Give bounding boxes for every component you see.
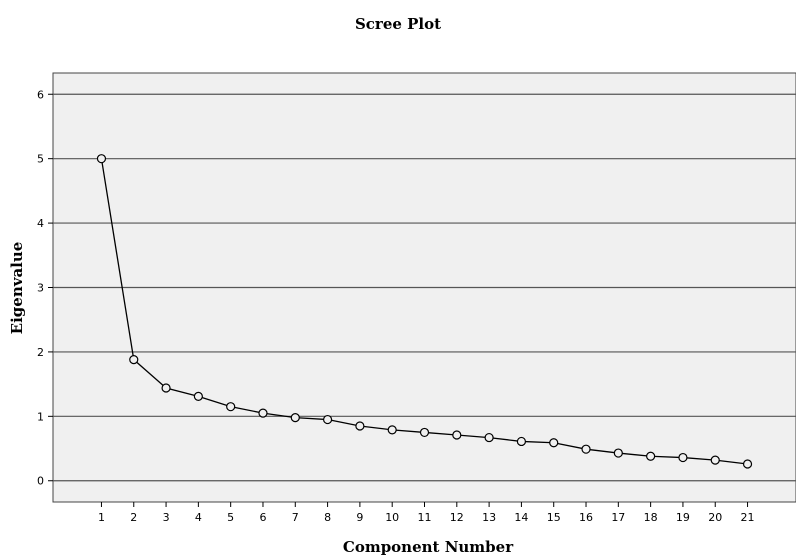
x-tick-label: 11: [418, 511, 432, 524]
y-tick-label: 5: [37, 153, 44, 166]
data-point-1: [96, 154, 107, 164]
data-point-5: [226, 402, 236, 412]
x-tick-label: 3: [163, 511, 170, 524]
data-point-15: [549, 438, 559, 448]
x-tick-label: 9: [356, 511, 363, 524]
x-tick-label: 10: [385, 511, 399, 524]
data-point-18: [646, 451, 656, 461]
x-tick-label: 15: [547, 511, 561, 524]
y-tick-label: 1: [37, 410, 44, 423]
x-tick-label: 5: [227, 511, 234, 524]
data-point-10: [387, 425, 397, 435]
x-tick-label: 6: [259, 511, 266, 524]
data-point-8: [322, 414, 333, 425]
y-tick-label: 3: [37, 282, 44, 295]
data-point-4: [193, 391, 203, 401]
y-tick-label: 0: [37, 475, 44, 488]
x-tick-label: 8: [324, 511, 331, 524]
data-point-9: [355, 421, 365, 431]
data-point-16: [581, 444, 591, 454]
x-axis-label: Component Number: [343, 538, 514, 556]
x-tick-label: 13: [482, 511, 496, 524]
data-point-17: [613, 448, 623, 458]
data-point-3: [161, 383, 171, 393]
y-tick-label: 4: [37, 217, 44, 230]
x-tick-label: 16: [579, 511, 593, 524]
y-tick-label: 2: [37, 346, 44, 359]
x-tick-label: 20: [708, 511, 722, 524]
eigenvalue-series: [96, 154, 753, 469]
chart-title: Scree Plot: [355, 15, 441, 33]
x-tick-label: 2: [130, 511, 137, 524]
data-point-19: [678, 452, 688, 463]
x-tick-label: 14: [514, 511, 528, 524]
x-tick-label: 19: [676, 511, 690, 524]
y-axis-label: Eigenvalue: [8, 242, 26, 335]
data-point-6: [258, 408, 268, 418]
x-tick-label: 4: [195, 511, 202, 524]
data-point-11: [419, 427, 430, 438]
x-tick-label: 17: [611, 511, 625, 524]
data-point-14: [516, 436, 527, 447]
x-tick-label: 1: [98, 511, 105, 524]
x-tick-label: 7: [292, 511, 299, 524]
x-tick-label: 12: [450, 511, 464, 524]
y-tick-label: 6: [37, 88, 44, 101]
x-tick-label: 21: [741, 511, 755, 524]
gridlines: [53, 93, 796, 482]
data-point-13: [484, 432, 494, 443]
data-point-2: [129, 355, 139, 365]
x-axis: 1 2 3 4 5 6 7 8 9 10 11 12 13 14 15 16 17 18 19 20 21: [98, 502, 755, 524]
data-point-12: [452, 430, 462, 440]
data-point-21: [742, 459, 753, 469]
y-axis: 0 1 2 3 4 5 6: [37, 88, 53, 488]
data-point-7: [290, 413, 300, 423]
data-point-20: [710, 455, 720, 465]
x-tick-label: 18: [644, 511, 658, 524]
